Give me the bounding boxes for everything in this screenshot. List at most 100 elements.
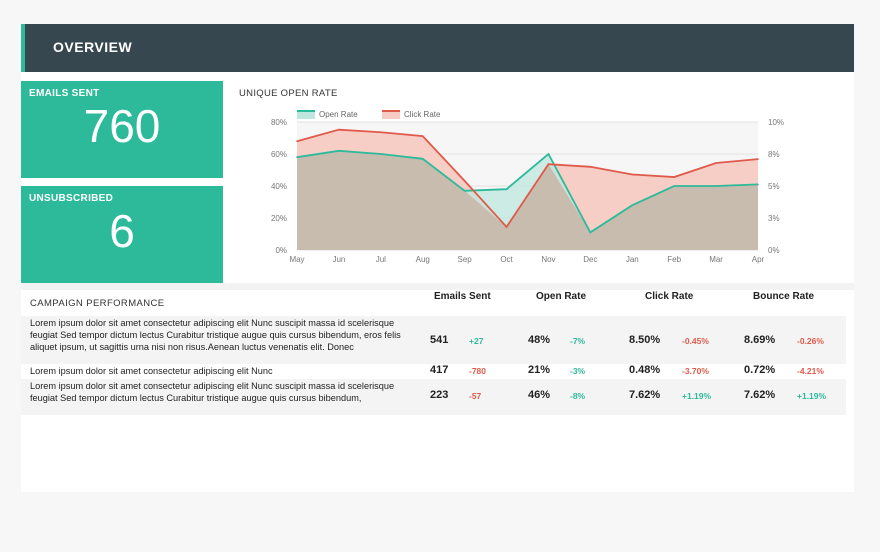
- point-click-rate: [296, 140, 298, 142]
- y-tick-label-right: 3%: [768, 214, 780, 223]
- y-tick-label-right: 5%: [768, 182, 780, 191]
- col-open-rate: Open Rate: [536, 291, 587, 302]
- section-divider: [21, 283, 854, 290]
- point-open-rate: [463, 190, 466, 192]
- point-open-rate: [757, 183, 759, 186]
- x-tick-label: Jan: [626, 255, 639, 264]
- click-rate-value: 7.62%: [629, 389, 661, 401]
- chart-title: UNIQUE OPEN RATE: [239, 88, 338, 99]
- area-overlap: [297, 150, 758, 250]
- x-tick-label: May: [289, 255, 304, 264]
- point-open-rate: [380, 153, 382, 155]
- emails-sent-change: +27: [469, 336, 484, 346]
- x-tick-label: Apr: [752, 255, 765, 264]
- emails-sent-value: 760: [83, 100, 161, 152]
- y-tick-label-left: 80%: [271, 118, 287, 127]
- campaign-description: Lorem ipsum dolor sit amet consectetur a…: [30, 381, 395, 403]
- open-rate-change: -3%: [570, 366, 586, 376]
- point-open-rate: [547, 153, 550, 155]
- bounce-rate-change: -0.26%: [797, 336, 824, 346]
- point-click-rate: [547, 163, 550, 166]
- chart-lines: [296, 128, 759, 234]
- emails-sent-change: -780: [469, 366, 487, 376]
- legend-label: Open Rate: [319, 110, 358, 119]
- point-open-rate: [505, 188, 508, 190]
- point-open-rate: [296, 156, 298, 158]
- table-row: Lorem ipsum dolor sit amet consectetur a…: [21, 316, 846, 364]
- bounce-rate-value: 8.69%: [744, 334, 776, 346]
- col-click-rate: Click Rate: [645, 291, 694, 302]
- point-click-rate: [631, 173, 634, 176]
- open-rate-change: -7%: [570, 336, 586, 346]
- table-row: Lorem ipsum dolor sit amet consectetur a…: [21, 379, 846, 415]
- open-rate-value: 48%: [528, 334, 551, 346]
- point-open-rate: [631, 204, 634, 206]
- point-click-rate: [673, 176, 675, 178]
- y-tick-label-left: 40%: [271, 182, 287, 191]
- click-rate-change: -0.45%: [682, 336, 709, 346]
- x-tick-label: Feb: [667, 255, 681, 264]
- campaign-description: Lorem ipsum dolor sit amet consectetur a…: [30, 366, 273, 376]
- point-open-rate: [421, 158, 424, 160]
- x-tick-label: Dec: [583, 255, 597, 264]
- y-tick-label-right: 0%: [768, 246, 780, 255]
- click-rate-change: +1.19%: [682, 391, 712, 401]
- x-tick-label: Jun: [332, 255, 345, 264]
- x-tick-label: Aug: [416, 255, 430, 264]
- y-tick-label-left: 60%: [271, 150, 287, 159]
- col-emails-sent: Emails Sent: [434, 291, 491, 302]
- emails-sent-value: 223: [430, 389, 449, 401]
- bounce-rate-change: +1.19%: [797, 391, 827, 401]
- legend-label: Click Rate: [404, 110, 441, 119]
- point-open-rate: [589, 231, 592, 234]
- bounce-rate-change: -4.21%: [797, 366, 824, 376]
- table-row: Lorem ipsum dolor sit amet consectetur a…: [21, 364, 846, 379]
- point-click-rate: [757, 158, 759, 160]
- emails-sent-value: 541: [430, 334, 449, 346]
- campaign-performance-title: CAMPAIGN PERFORMANCE: [30, 298, 165, 309]
- chart-legend: Open Rate Click Rate: [297, 110, 441, 119]
- y-tick-label-left: 0%: [275, 246, 287, 255]
- point-open-rate: [338, 150, 340, 152]
- page-title: OVERVIEW: [53, 39, 133, 55]
- bounce-rate-value: 0.72%: [744, 364, 776, 376]
- line-click-rate: [296, 128, 759, 229]
- emails-sent-card: EMAILS SENT 760: [21, 81, 223, 178]
- point-click-rate: [463, 180, 466, 182]
- col-bounce-rate: Bounce Rate: [753, 291, 815, 302]
- bounce-rate-value: 7.62%: [744, 389, 776, 401]
- unsubscribed-label: UNSUBSCRIBED: [29, 193, 114, 204]
- x-tick-label: Jul: [376, 255, 386, 264]
- y-tick-label-right: 10%: [768, 118, 784, 127]
- emails-sent-label: EMAILS SENT: [29, 88, 100, 99]
- click-rate-value: 0.48%: [629, 364, 661, 376]
- x-tick-label: Sep: [458, 255, 473, 264]
- unsubscribed-value: 6: [109, 205, 135, 257]
- emails-sent-change: -57: [469, 391, 482, 401]
- point-click-rate: [421, 135, 424, 137]
- click-rate-change: -3.70%: [682, 366, 709, 376]
- point-click-rate: [589, 166, 592, 168]
- campaign-description: Lorem ipsum dolor sit amet consectetur a…: [30, 318, 401, 352]
- open-rate-value: 46%: [528, 389, 551, 401]
- x-tick-label: Oct: [500, 255, 513, 264]
- x-tick-label: Nov: [541, 255, 555, 264]
- chart-axes: 80% 10%60% 8%40% 5%20% 3%0% 0%May Jun Jul Aug Sep…: [271, 118, 784, 264]
- point-click-rate: [715, 162, 717, 164]
- chart-areas: [297, 129, 758, 250]
- click-rate-value: 8.50%: [629, 334, 661, 346]
- y-tick-label-left: 20%: [271, 214, 287, 223]
- legend-swatch: [297, 111, 315, 119]
- x-tick-label: Mar: [709, 255, 723, 264]
- point-click-rate: [338, 128, 340, 131]
- point-open-rate: [715, 185, 717, 187]
- overview-header: OVERVIEW: [21, 24, 854, 72]
- line-open-rate: [296, 149, 759, 234]
- point-click-rate: [380, 131, 382, 134]
- unsubscribed-card: UNSUBSCRIBED 6: [21, 186, 223, 283]
- open-rate-change: -8%: [570, 391, 586, 401]
- emails-sent-value: 417: [430, 364, 449, 376]
- open-rate-value: 21%: [528, 364, 551, 376]
- legend-swatch: [382, 111, 400, 119]
